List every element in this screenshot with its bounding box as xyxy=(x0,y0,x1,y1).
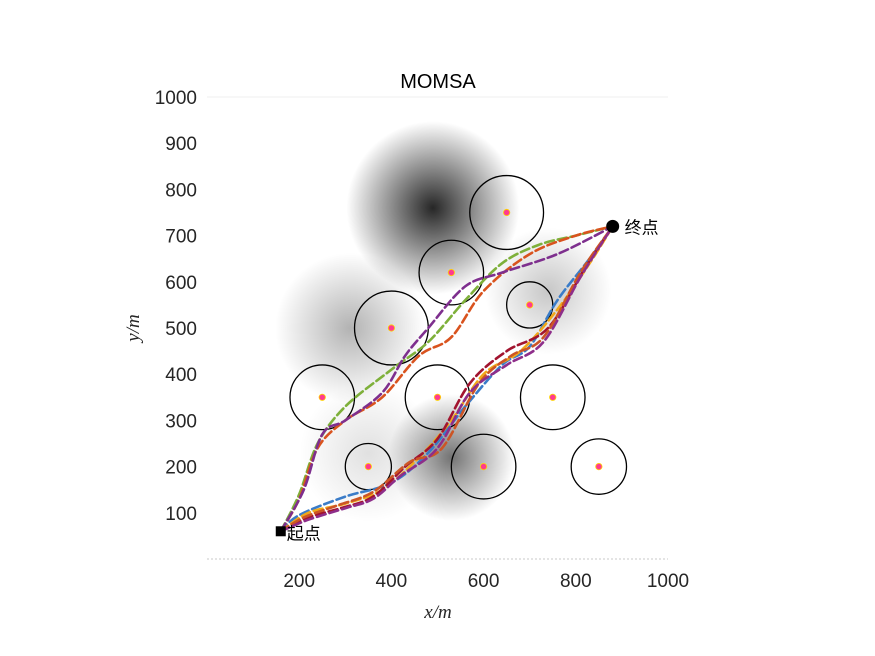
obstacle-circle xyxy=(418,239,485,306)
y-tick-label: 400 xyxy=(165,365,197,386)
y-tick-label: 200 xyxy=(165,458,197,479)
path-series-line xyxy=(279,225,614,533)
path-series-line xyxy=(279,225,614,533)
y-tick-label: 700 xyxy=(165,227,197,248)
start-label: 起点 xyxy=(287,524,321,544)
y-tick-label: 1000 xyxy=(155,88,197,109)
plot-area: 起点 终点 xyxy=(207,96,668,560)
x-tick-label: 600 xyxy=(468,571,500,592)
obstacle-center-point xyxy=(318,393,326,401)
obstacle-center-point xyxy=(447,268,455,277)
x-tick-label: 800 xyxy=(560,571,592,592)
y-axis-label: y/m xyxy=(123,314,144,343)
start-marker xyxy=(275,526,286,537)
chart-title: MOMSA xyxy=(400,71,476,93)
x-tick-label: 200 xyxy=(283,571,315,592)
obstacle-circle xyxy=(450,433,517,500)
tick-labels: 200 400 600 800 1000 100 200 300 400 500 600 700 800… xyxy=(155,88,689,592)
path-series-line xyxy=(279,225,614,533)
obstacle-center-point xyxy=(433,393,442,401)
obstacle-circle xyxy=(469,174,545,251)
path-series-line xyxy=(279,225,614,533)
y-tick-label: 900 xyxy=(165,134,197,155)
y-tick-label: 500 xyxy=(165,319,197,340)
obstacle-center-point xyxy=(364,462,372,471)
threat-zone xyxy=(274,252,425,404)
obstacle-circle xyxy=(289,364,356,431)
end-marker xyxy=(606,219,620,233)
y-tick-label: 800 xyxy=(165,180,197,201)
start-end-markers: 起点 终点 xyxy=(275,218,659,544)
obstacle-circle xyxy=(506,281,554,329)
y-tick-label: 600 xyxy=(165,273,197,294)
obstacle-center-point xyxy=(387,324,395,332)
obstacle-circle xyxy=(519,364,586,431)
obstacles xyxy=(289,174,628,500)
y-tick-label: 100 xyxy=(165,504,197,525)
x-tick-label: 400 xyxy=(376,571,408,592)
obstacle-center-point xyxy=(526,301,534,309)
obstacle-circle xyxy=(570,438,628,495)
obstacle-center-point xyxy=(549,393,557,401)
obstacle-center-point xyxy=(503,208,511,217)
path-series-line xyxy=(279,225,614,533)
obstacle-center-point xyxy=(595,462,603,471)
threat-field xyxy=(274,121,612,523)
path-series xyxy=(279,225,614,533)
x-axis-label: x/m xyxy=(423,602,451,623)
obstacle-center-point xyxy=(479,462,488,471)
y-tick-label: 300 xyxy=(165,411,197,432)
end-label: 终点 xyxy=(625,218,659,238)
x-tick-label: 1000 xyxy=(647,571,689,592)
axes xyxy=(207,96,668,560)
path-series-line xyxy=(279,225,614,533)
